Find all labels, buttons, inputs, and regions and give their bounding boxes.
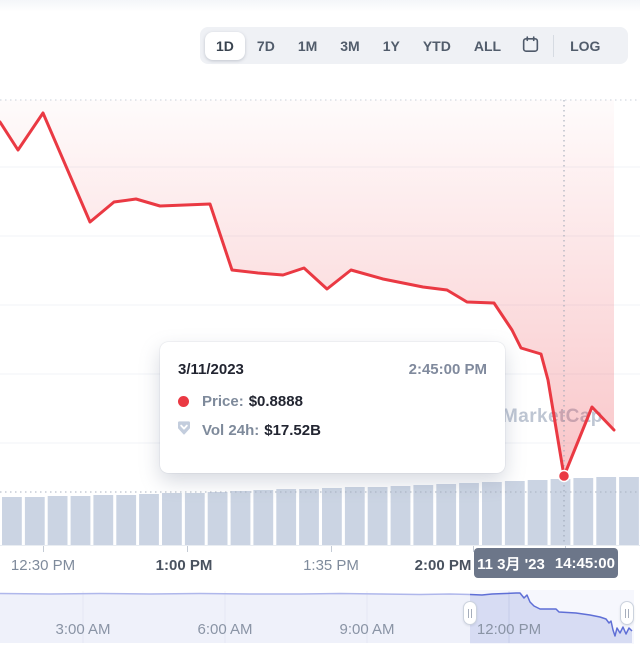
tooltip-volume-row: Vol 24h: $17.52B (178, 420, 487, 440)
navigator-label-2: 9:00 AM (339, 621, 395, 638)
range-button-7d[interactable]: 7D (246, 32, 286, 60)
volume-bar (436, 484, 457, 545)
volume-bar (139, 494, 159, 545)
chart-tooltip: 3/11/2023 2:45:00 PM Price: $0.8888 Vol … (160, 342, 505, 473)
crosshair-time: 14:45:00 (554, 554, 615, 572)
volume-bar (2, 497, 22, 545)
x-axis-label-2: 1:35 PM (303, 557, 359, 574)
volume-bar (47, 496, 68, 545)
navigator-mask-left (0, 590, 470, 644)
toolbar-divider (553, 34, 555, 57)
volume-bar (24, 497, 45, 545)
volume-bar (253, 490, 274, 545)
volume-bar (573, 478, 594, 545)
volume-bar (207, 492, 228, 545)
volume-bar (322, 488, 342, 545)
range-button-all[interactable]: ALL (463, 32, 512, 60)
calendar-button[interactable] (513, 31, 548, 61)
range-button-1y[interactable]: 1Y (372, 32, 411, 60)
volume-bar (459, 483, 479, 545)
x-axis-tick (331, 546, 332, 552)
tooltip-time: 2:45:00 PM (408, 361, 487, 378)
calendar-icon (521, 35, 540, 57)
price-area-fill (0, 100, 614, 476)
navigator-label-0: 3:00 AM (55, 621, 111, 638)
volume-bar (504, 481, 525, 545)
volume-bar (482, 482, 502, 545)
tooltip-price-row: Price: $0.8888 (178, 393, 487, 410)
x-axis-label-0: 12:30 PM (10, 557, 76, 574)
volume-bars (2, 477, 639, 545)
tooltip-price-value: $0.8888 (248, 393, 303, 410)
x-axis-tick (43, 546, 44, 552)
volume-bar (619, 477, 639, 545)
navigator-label-3: 12:00 PM (476, 621, 542, 638)
navigator-label-1: 6:00 AM (197, 621, 253, 638)
crosshair-time-tooltip: 11 3月 '23 14:45:00 (474, 548, 618, 578)
volume-bar (527, 480, 548, 545)
volume-bar (230, 491, 251, 545)
tooltip-volume-value: $17.52B (264, 421, 321, 439)
log-scale-button[interactable]: LOG (559, 32, 611, 60)
tooltip-date: 3/11/2023 (178, 361, 244, 378)
volume-bar (390, 486, 411, 545)
volume-bar (299, 489, 319, 545)
volume-bar (276, 489, 297, 545)
hover-marker-dot (557, 469, 571, 483)
crosshair-date: 11 3月 '23 (477, 555, 545, 573)
tooltip-price-label: Price: (202, 393, 244, 410)
volume-bar (184, 493, 205, 545)
volume-bar (596, 477, 617, 545)
volume-bar (70, 496, 91, 545)
navigator-right-handle[interactable] (620, 601, 634, 625)
top-border-gradient (0, 0, 640, 12)
red-dot-icon (178, 396, 189, 407)
volume-bar (367, 487, 388, 545)
range-button-ytd[interactable]: YTD (412, 32, 462, 60)
range-button-3m[interactable]: 3M (329, 32, 370, 60)
range-button-1m[interactable]: 1M (287, 32, 328, 60)
navigator-mask-right (634, 590, 640, 644)
volume-bar (116, 495, 137, 545)
volume-bar (550, 479, 571, 545)
range-button-1d[interactable]: 1D (205, 31, 245, 60)
volume-bar (162, 493, 182, 545)
volume-bar (413, 485, 434, 545)
tooltip-volume-label: Vol 24h: (202, 421, 260, 439)
x-axis-label-3: 2:00 PM (414, 557, 472, 574)
time-range-toolbar: 1D 7D 1M 3M 1Y YTD ALL LOG (200, 27, 628, 64)
x-axis-tick (187, 546, 188, 552)
x-axis-label-1: 1:00 PM (155, 557, 213, 574)
x-axis-tick (473, 546, 474, 552)
volume-bar (344, 487, 365, 545)
price-chart-canvas[interactable] (0, 85, 640, 545)
volume-bar (93, 495, 114, 545)
volume-shield-icon (176, 420, 192, 440)
navigator-left-handle[interactable] (463, 601, 477, 625)
navigator-selection (470, 590, 634, 644)
price-line (0, 111, 616, 478)
